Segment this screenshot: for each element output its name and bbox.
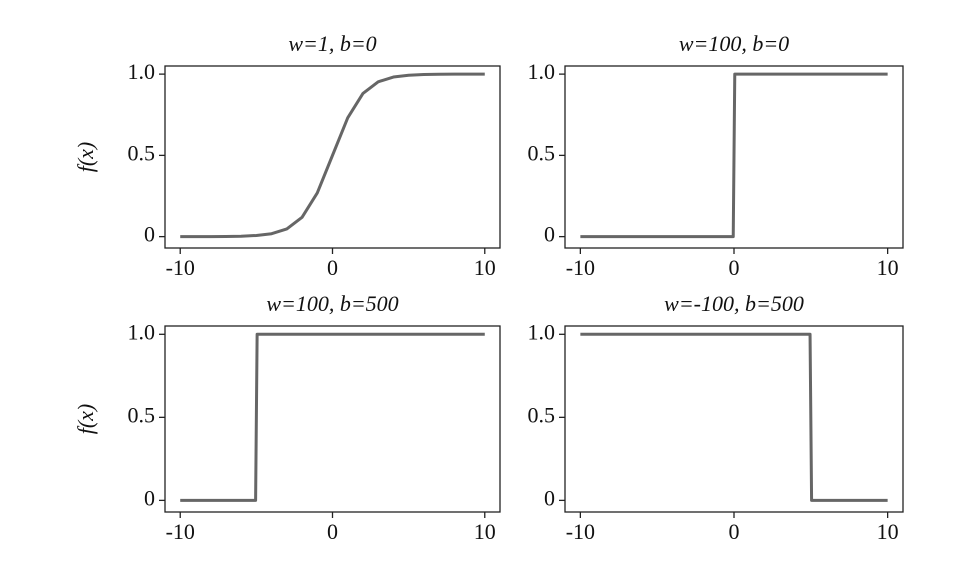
y-tick-label: 0.5	[528, 402, 556, 427]
y-tick-label: 0	[544, 222, 555, 247]
y-tick-label: 1.0	[528, 59, 556, 84]
x-tick-label: -10	[566, 255, 595, 280]
y-tick-label: 0	[144, 222, 155, 247]
x-tick-label: 10	[474, 255, 496, 280]
subplot-title: w=1, b=0	[288, 31, 376, 56]
subplot-title: w=-100, b=500	[664, 291, 804, 316]
y-tick-label: 1.0	[528, 319, 556, 344]
axes-frame	[164, 65, 501, 249]
y-axis-label: f(x)	[73, 142, 98, 173]
y-tick-label: 0.5	[128, 140, 156, 165]
curve	[580, 72, 888, 239]
x-tick-label: 10	[877, 519, 899, 544]
x-tick-label: 0	[729, 519, 740, 544]
axes-frame	[564, 65, 904, 249]
curve	[180, 72, 485, 239]
x-tick-label: 0	[327, 255, 338, 280]
subplot-title: w=100, b=0	[679, 31, 789, 56]
axes-frame	[564, 325, 904, 513]
y-tick-label: 0	[544, 485, 555, 510]
x-tick-label: 0	[729, 255, 740, 280]
y-tick-label: 1.0	[128, 319, 156, 344]
x-tick-label: 0	[327, 519, 338, 544]
x-tick-label: 10	[474, 519, 496, 544]
y-tick-label: 0	[144, 485, 155, 510]
x-tick-label: -10	[166, 255, 195, 280]
axes-frame	[164, 325, 501, 513]
y-tick-label: 0.5	[128, 402, 156, 427]
x-tick-label: -10	[566, 519, 595, 544]
x-tick-label: -10	[166, 519, 195, 544]
curve	[180, 332, 485, 502]
subplot-title: w=100, b=500	[266, 291, 398, 316]
y-axis-label: f(x)	[73, 404, 98, 435]
curve	[580, 332, 888, 502]
x-tick-label: 10	[877, 255, 899, 280]
y-tick-label: 0.5	[528, 140, 556, 165]
y-tick-label: 1.0	[128, 59, 156, 84]
